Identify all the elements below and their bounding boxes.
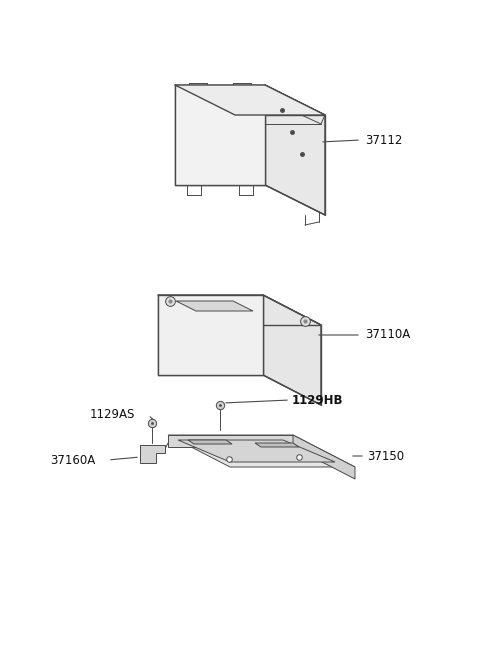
Text: 1129AS: 1129AS [90, 409, 135, 422]
Polygon shape [158, 295, 321, 325]
Polygon shape [175, 85, 325, 115]
Text: 37110A: 37110A [365, 329, 410, 341]
Polygon shape [175, 85, 265, 185]
Text: 37160A: 37160A [50, 453, 95, 466]
Polygon shape [178, 440, 335, 462]
Polygon shape [176, 301, 253, 311]
Polygon shape [158, 295, 263, 375]
Polygon shape [140, 445, 165, 463]
Text: 1129HB: 1129HB [292, 394, 344, 407]
Polygon shape [168, 435, 293, 447]
Polygon shape [263, 295, 321, 405]
Polygon shape [293, 435, 355, 479]
Polygon shape [255, 443, 299, 447]
Text: 37112: 37112 [365, 134, 402, 147]
Polygon shape [188, 440, 232, 444]
Polygon shape [265, 85, 325, 215]
Text: 37150: 37150 [367, 449, 404, 462]
Polygon shape [168, 435, 355, 467]
